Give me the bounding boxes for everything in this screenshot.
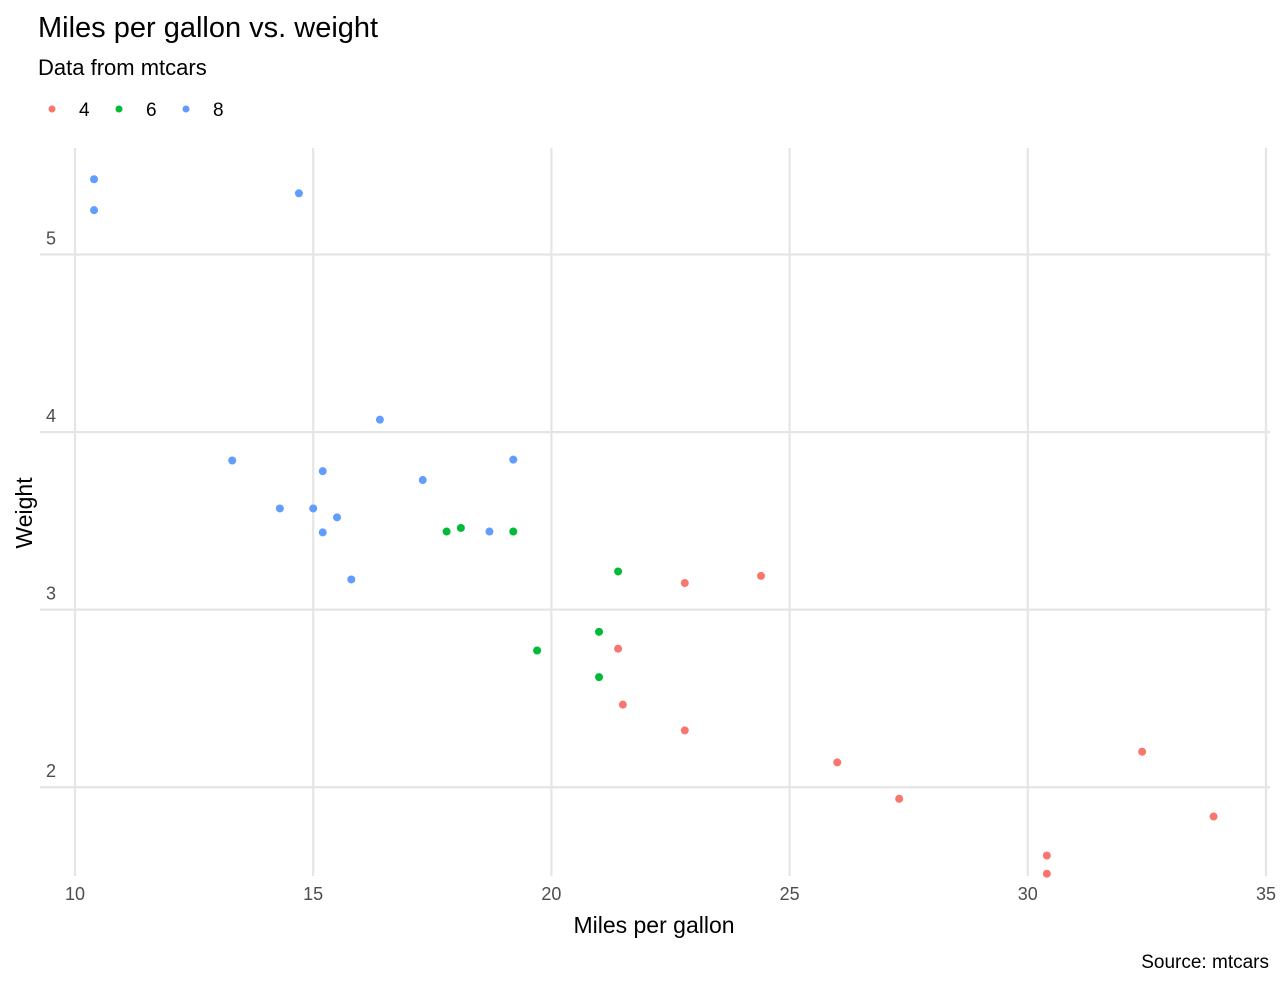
data-points [90, 175, 1218, 878]
x-tick-label: 20 [541, 884, 561, 904]
x-tick-label: 25 [780, 884, 800, 904]
data-point [595, 627, 604, 636]
data-point [333, 513, 342, 522]
data-point [1209, 812, 1218, 821]
x-tick-label: 10 [65, 884, 85, 904]
legend: 4 6 8 [48, 100, 224, 121]
legend-key [182, 105, 190, 113]
y-axis-title: Weight [11, 477, 37, 549]
legend-label: 4 [79, 100, 90, 121]
x-tick-label: 30 [1018, 884, 1038, 904]
data-point [1042, 869, 1051, 878]
y-axis-ticks: 2 3 4 5 [46, 229, 56, 782]
data-point [618, 700, 627, 709]
x-tick-label: 15 [303, 884, 323, 904]
x-axis-title: Miles per gallon [573, 912, 734, 938]
data-point [895, 794, 904, 803]
data-point [595, 673, 604, 682]
data-point [228, 456, 237, 465]
data-point [347, 575, 356, 584]
legend-key [115, 105, 123, 113]
data-point [509, 455, 518, 464]
legend-key [48, 105, 56, 113]
data-point [90, 206, 99, 215]
data-point [318, 528, 327, 537]
data-point [680, 579, 689, 588]
y-tick-label: 4 [46, 406, 56, 426]
data-point [757, 571, 766, 580]
y-tick-label: 3 [46, 584, 56, 604]
data-point [294, 189, 303, 198]
data-point [375, 415, 384, 424]
data-point [418, 476, 427, 485]
data-point [1042, 851, 1051, 860]
y-tick-label: 5 [46, 229, 56, 249]
data-point [485, 527, 494, 536]
chart-title: Miles per gallon vs. weight [38, 12, 378, 44]
data-point [614, 567, 623, 576]
data-point [509, 527, 518, 536]
data-point [275, 504, 284, 513]
data-point [833, 758, 842, 767]
chart-subtitle: Data from mtcars [38, 55, 207, 80]
data-point [90, 175, 99, 184]
data-point [680, 726, 689, 735]
data-point [456, 523, 465, 532]
data-point [442, 527, 451, 536]
data-point [309, 504, 318, 513]
data-point [533, 646, 542, 655]
data-point [614, 644, 623, 653]
chart-caption: Source: mtcars [1141, 952, 1269, 973]
x-axis-ticks: 10 15 20 25 30 35 [65, 884, 1276, 904]
data-point [1138, 747, 1147, 756]
legend-label: 8 [213, 100, 224, 121]
legend-label: 6 [146, 100, 157, 121]
grid [40, 148, 1270, 876]
data-point [318, 467, 327, 476]
x-tick-label: 35 [1256, 884, 1276, 904]
y-tick-label: 2 [46, 761, 56, 781]
